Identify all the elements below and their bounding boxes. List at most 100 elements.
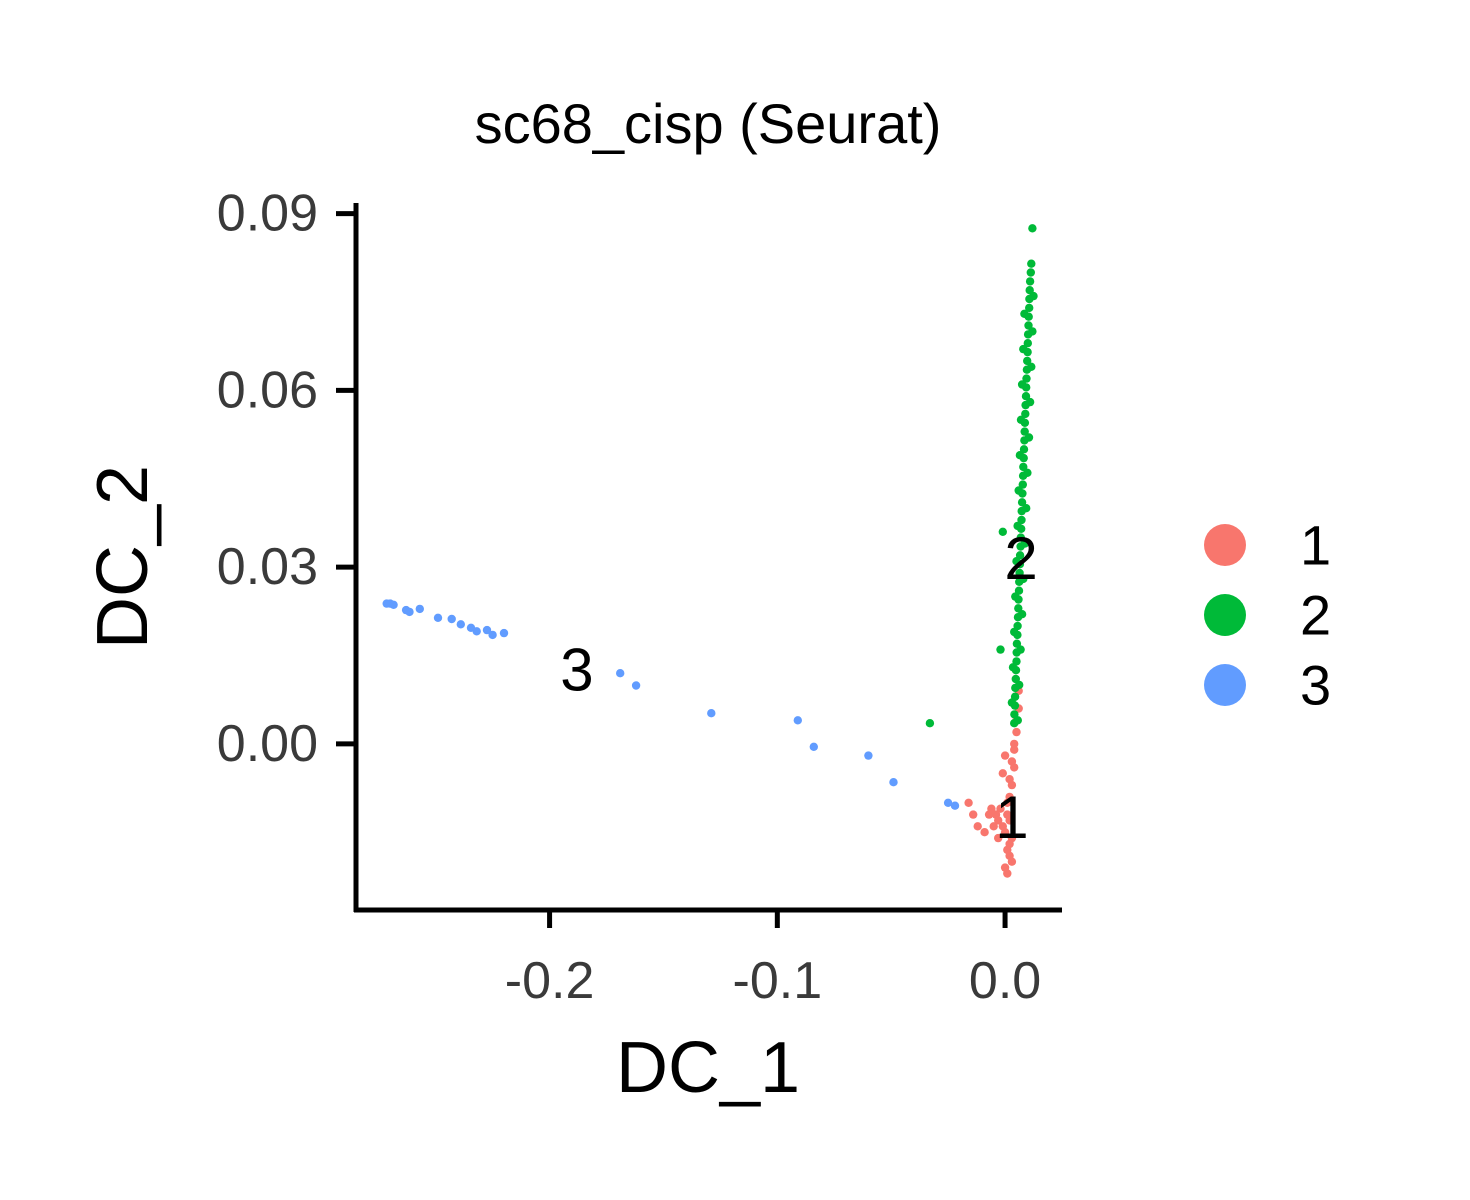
legend-key-3 [1204,664,1246,706]
y-ticks: 0.00 0.03 0.06 0.09 [217,185,356,773]
legend-key-2 [1204,594,1246,636]
cluster-label-2: 2 [1004,525,1037,592]
point-cluster-2 [1024,433,1034,442]
point-cluster-2 [1008,663,1018,672]
series-2 [925,224,1038,728]
point-cluster-3 [472,627,481,636]
point-cluster-2 [1027,362,1036,371]
cluster-label-1: 1 [995,784,1028,851]
point-cluster-2 [1012,557,1021,566]
point-cluster-1 [980,828,989,837]
point-cluster-3 [943,798,953,807]
point-cluster-2 [1017,380,1027,389]
point-cluster-3 [488,630,497,640]
point-cluster-2 [1022,374,1031,383]
point-cluster-2 [1017,515,1026,525]
point-cluster-3 [415,604,424,614]
point-cluster-1 [987,804,996,813]
point-cluster-3 [889,778,898,787]
point-cluster-1 [969,810,978,819]
legend-label-1: 1 [1300,514,1331,577]
point-cluster-3 [482,625,492,635]
point-cluster-3 [950,801,960,810]
y-tick-label: 0.00 [217,715,318,773]
point-cluster-3 [456,620,465,629]
y-tick-label: 0.03 [217,538,318,596]
point-cluster-1 [1003,810,1012,819]
point-cluster-2 [1027,259,1036,268]
point-cluster-2 [1025,397,1035,407]
point-cluster-2 [1029,291,1038,301]
point-cluster-2 [1021,392,1031,401]
point-cluster-1 [998,822,1007,831]
point-cluster-2 [1010,627,1019,637]
point-cluster-2 [1024,321,1033,330]
point-cluster-2 [925,719,935,728]
point-cluster-1 [1010,745,1019,754]
point-cluster-2 [1013,716,1022,725]
point-cluster-3 [405,607,414,617]
point-cluster-2 [1017,498,1027,507]
legend-label-3: 3 [1300,654,1331,717]
point-cluster-2 [1019,574,1028,584]
legend: 1 2 3 [1204,514,1331,717]
point-cluster-2 [1025,277,1035,286]
point-cluster-1 [973,822,982,831]
point-cluster-2 [1020,427,1029,436]
point-cluster-2 [1023,468,1032,477]
point-cluster-2 [1026,268,1036,277]
point-cluster-1 [1007,757,1017,766]
point-cluster-3 [499,628,509,638]
point-cluster-2 [1020,539,1030,548]
point-cluster-2 [1016,533,1025,542]
point-cluster-2 [1016,645,1025,654]
point-cluster-3 [447,614,456,624]
point-cluster-1 [994,816,1003,825]
point-cluster-1 [1010,739,1019,749]
point-cluster-1 [1005,775,1014,784]
point-cluster-1 [1007,857,1017,866]
x-ticks: -0.2 -0.1 0.0 [505,910,1041,1010]
point-cluster-3 [616,669,625,678]
point-cluster-1 [994,833,1003,843]
point-cluster-2 [1022,356,1032,366]
point-cluster-3 [809,742,818,751]
point-cluster-2 [1015,680,1024,690]
point-cluster-2 [1021,409,1030,419]
x-tick-label: 0.0 [969,952,1041,1010]
point-cluster-2 [1023,339,1032,348]
point-cluster-1 [996,804,1005,813]
x-tick-label: -0.2 [505,952,595,1010]
point-cluster-2 [1007,698,1017,707]
cluster-label-3: 3 [560,637,593,704]
point-cluster-2 [1025,303,1034,313]
point-cluster-3 [864,751,873,760]
point-cluster-1 [964,798,973,807]
point-cluster-2 [1016,415,1026,424]
point-cluster-3 [389,600,398,609]
point-cluster-2 [1020,309,1029,318]
cluster-labels: 1 2 3 [560,525,1037,851]
point-cluster-2 [1028,327,1037,336]
point-cluster-3 [433,613,443,622]
point-cluster-1 [1005,839,1014,849]
point-cluster-2 [1013,521,1022,531]
point-cluster-3 [793,716,802,725]
point-cluster-2 [1019,344,1028,354]
point-cluster-1 [989,822,998,831]
series-3 [382,599,960,810]
point-cluster-2 [996,645,1005,654]
point-cluster-1 [1000,751,1010,760]
point-cluster-2 [1018,480,1027,489]
point-cluster-2 [1015,451,1025,460]
point-cluster-3 [707,709,716,718]
point-cluster-2 [1011,592,1020,601]
x-axis-title: DC_1 [616,1028,800,1108]
y-tick-label: 0.06 [217,361,318,419]
point-cluster-2 [1017,610,1027,619]
point-cluster-2 [1019,462,1028,472]
point-cluster-2 [998,527,1007,536]
x-tick-label: -0.1 [733,952,823,1010]
series-1 [964,686,1023,878]
